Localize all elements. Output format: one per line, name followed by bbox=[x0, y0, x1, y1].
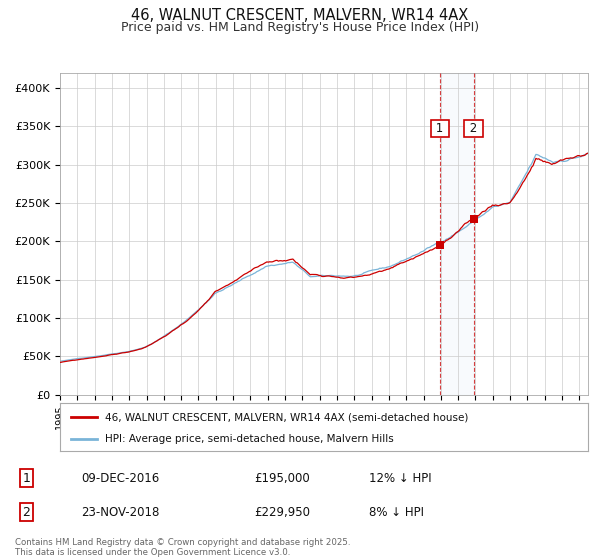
Text: 1: 1 bbox=[22, 472, 31, 484]
Text: 09-DEC-2016: 09-DEC-2016 bbox=[81, 472, 160, 484]
Text: 23-NOV-2018: 23-NOV-2018 bbox=[81, 506, 160, 519]
Text: 8% ↓ HPI: 8% ↓ HPI bbox=[369, 506, 424, 519]
Text: 2: 2 bbox=[22, 506, 31, 519]
Text: Price paid vs. HM Land Registry's House Price Index (HPI): Price paid vs. HM Land Registry's House … bbox=[121, 21, 479, 34]
Text: 12% ↓ HPI: 12% ↓ HPI bbox=[369, 472, 432, 484]
Text: 46, WALNUT CRESCENT, MALVERN, WR14 4AX: 46, WALNUT CRESCENT, MALVERN, WR14 4AX bbox=[131, 8, 469, 24]
Text: 46, WALNUT CRESCENT, MALVERN, WR14 4AX (semi-detached house): 46, WALNUT CRESCENT, MALVERN, WR14 4AX (… bbox=[105, 413, 468, 422]
Text: £229,950: £229,950 bbox=[254, 506, 310, 519]
Text: 2: 2 bbox=[466, 122, 481, 136]
Bar bbox=[440, 73, 474, 395]
Text: £195,000: £195,000 bbox=[254, 472, 310, 484]
Text: Contains HM Land Registry data © Crown copyright and database right 2025.
This d: Contains HM Land Registry data © Crown c… bbox=[15, 538, 350, 557]
Text: HPI: Average price, semi-detached house, Malvern Hills: HPI: Average price, semi-detached house,… bbox=[105, 434, 394, 444]
Text: 1: 1 bbox=[433, 122, 448, 136]
